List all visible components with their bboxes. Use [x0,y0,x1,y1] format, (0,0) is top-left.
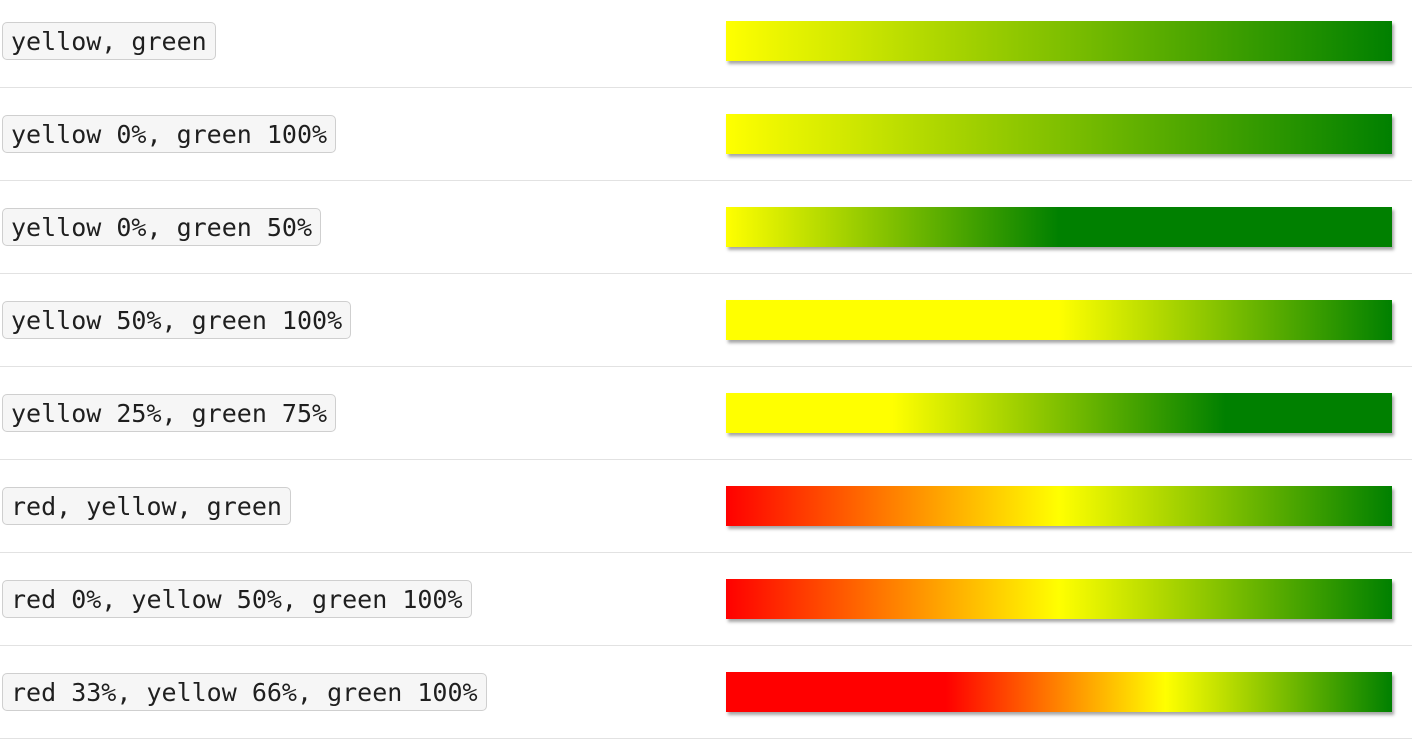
gradient-row: yellow 0%, green 50% [0,181,1412,274]
gradient-row: yellow 0%, green 100% [0,88,1412,181]
gradient-stops-code: yellow, green [2,22,216,60]
gradient-swatch [726,114,1392,154]
gradient-row: yellow 25%, green 75% [0,367,1412,460]
gradient-stops-code: red 0%, yellow 50%, green 100% [2,580,472,618]
gradient-stops-code: yellow 0%, green 50% [2,208,322,246]
gradient-swatch [726,486,1392,526]
gradient-row: yellow 50%, green 100% [0,274,1412,367]
gradient-stops-code: yellow 50%, green 100% [2,301,352,339]
gradient-swatch [726,207,1392,247]
gradient-stops-code: yellow 25%, green 75% [2,394,337,432]
gradient-row: red, yellow, green [0,460,1412,553]
gradient-stops-code: yellow 0%, green 100% [2,115,337,153]
gradient-swatch [726,393,1392,433]
gradient-row: yellow, green [0,0,1412,88]
gradient-stops-code: red, yellow, green [2,487,291,525]
gradient-row: red 0%, yellow 50%, green 100% [0,553,1412,646]
gradient-swatch [726,300,1392,340]
gradient-swatch [726,672,1392,712]
gradient-swatch [726,579,1392,619]
gradient-row: red 33%, yellow 66%, green 100% [0,646,1412,739]
gradient-stops-code: red 33%, yellow 66%, green 100% [2,673,487,711]
gradient-swatch [726,21,1392,61]
